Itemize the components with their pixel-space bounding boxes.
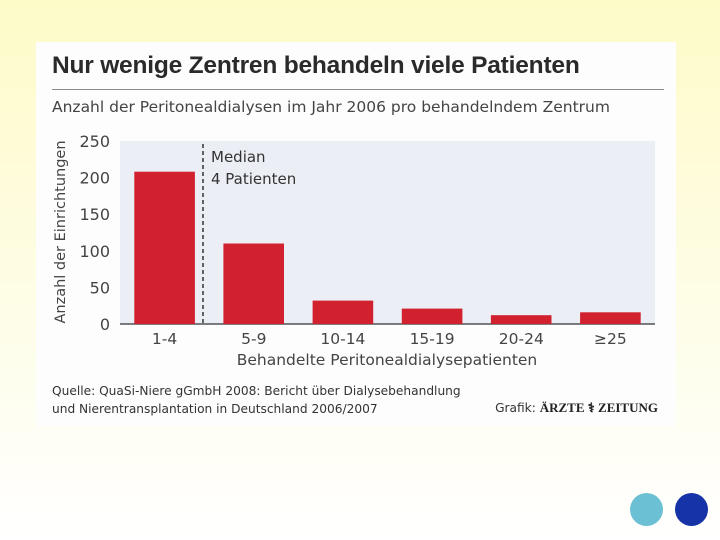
- chart-subtitle: Anzahl der Peritonealdialysen im Jahr 20…: [52, 98, 610, 116]
- x-tick-label-2: 10-14: [320, 330, 365, 348]
- chart-card: Nur wenige Zentren behandeln viele Patie…: [36, 42, 676, 426]
- bar-0: [134, 171, 195, 324]
- median-value-label: 4 Patienten: [211, 170, 296, 188]
- x-tick-label-3: 15-19: [410, 330, 455, 348]
- bar-4: [490, 315, 552, 324]
- y-tick-label-2: 100: [79, 242, 110, 261]
- decorative-circle-dark-blue: [675, 493, 708, 526]
- decorative-circle-light-blue: [630, 493, 663, 526]
- x-tick-label-1: 5-9: [241, 330, 266, 348]
- source-note: Quelle: QuaSi-Niere gGmbH 2008: Bericht …: [52, 382, 461, 418]
- graphic-credit: Grafik: ÄRZTE ⚕ ZEITUNG: [495, 400, 658, 416]
- y-tick-label-0: 0: [100, 315, 110, 334]
- y-tick-label-3: 150: [79, 205, 110, 224]
- bar-chart: Median 4 Patienten 0 50 100 150 200 250 1-4 5-…: [53, 132, 655, 369]
- x-tick-label-4: 20-24: [499, 330, 544, 348]
- plot-background: [120, 141, 655, 324]
- credit-brand: ÄRZTE ⚕ ZEITUNG: [539, 400, 658, 415]
- bar-1: [223, 243, 284, 324]
- median-label: Median: [211, 148, 266, 166]
- y-tick-label-5: 250: [79, 132, 110, 151]
- y-tick-label-1: 50: [90, 278, 110, 297]
- credit-prefix: Grafik:: [495, 401, 536, 415]
- title-divider: [52, 89, 664, 90]
- chart-title: Nur wenige Zentren behandeln viele Patie…: [52, 52, 580, 79]
- source-line-1: Quelle: QuaSi-Niere gGmbH 2008: Bericht …: [52, 384, 461, 398]
- bar-2: [312, 300, 374, 324]
- bar-3: [401, 308, 463, 324]
- y-axis-label: Anzahl der Einrichtungen: [53, 140, 69, 323]
- source-line-2: und Nierentransplantation in Deutschland…: [52, 402, 378, 416]
- bar-5: [580, 312, 641, 324]
- x-tick-label-0: 1-4: [152, 330, 177, 348]
- x-tick-label-5: ≥25: [594, 330, 627, 348]
- x-axis-label: Behandelte Peritonealdialysepatienten: [237, 351, 538, 369]
- y-tick-label-4: 200: [79, 169, 110, 188]
